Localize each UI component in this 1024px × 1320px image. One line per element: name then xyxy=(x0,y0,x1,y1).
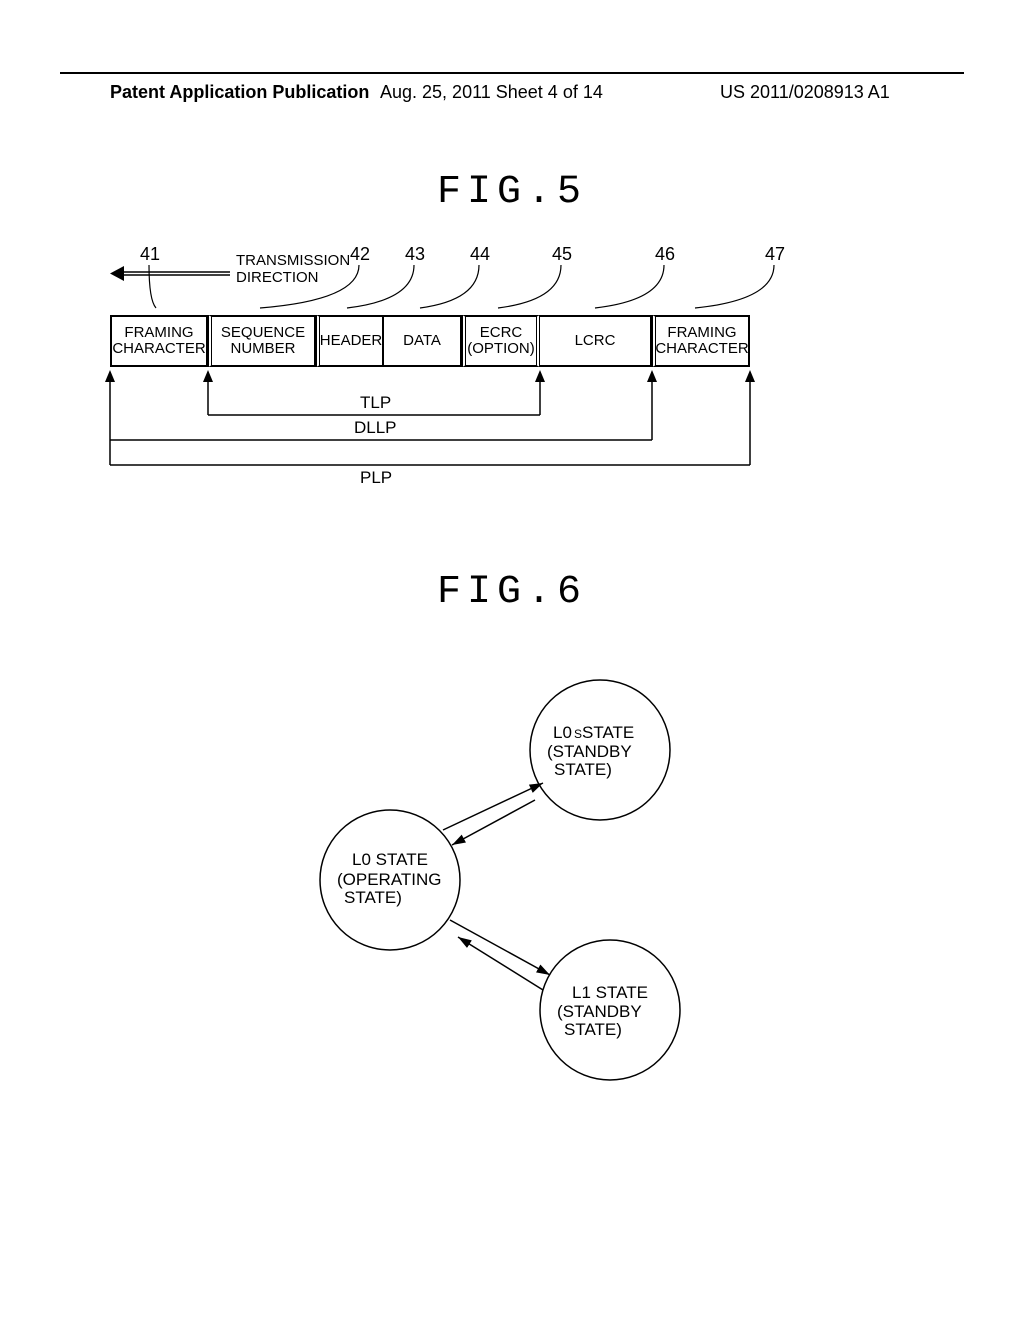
svg-text:STATE): STATE) xyxy=(564,1020,622,1039)
field-header: HEADER xyxy=(316,315,384,367)
svg-text:45: 45 xyxy=(552,244,572,264)
header-right: US 2011/0208913 A1 xyxy=(720,82,890,103)
svg-text:S: S xyxy=(574,727,582,741)
edge-l0-l1 xyxy=(450,920,550,975)
header-mid: Aug. 25, 2011 Sheet 4 of 14 xyxy=(380,82,603,103)
fig5-title: FIG.5 xyxy=(0,170,1024,215)
svg-text:(STANDBY: (STANDBY xyxy=(547,742,632,761)
header-rule xyxy=(60,72,964,74)
field-framing-1: FRAMINGCHARACTER xyxy=(110,315,208,367)
header-left: Patent Application Publication xyxy=(110,82,369,103)
svg-text:41: 41 xyxy=(140,244,160,264)
transmission-label-2: DIRECTION xyxy=(236,269,319,286)
bracket-tlp: TLP xyxy=(203,370,545,415)
svg-text:DLLP: DLLP xyxy=(354,418,397,437)
svg-text:STATE): STATE) xyxy=(554,760,612,779)
svg-text:TLP: TLP xyxy=(360,393,391,412)
svg-text:44: 44 xyxy=(470,244,490,264)
svg-text:STATE): STATE) xyxy=(344,888,402,907)
svg-text:43: 43 xyxy=(405,244,425,264)
svg-text:PLP: PLP xyxy=(360,468,392,487)
field-sequence: SEQUENCENUMBER xyxy=(208,315,316,367)
field-ecrc: ECRC(OPTION) xyxy=(462,315,540,367)
svg-text:42: 42 xyxy=(350,244,370,264)
svg-text:47: 47 xyxy=(765,244,785,264)
svg-text:(OPERATING: (OPERATING xyxy=(337,870,442,889)
svg-text:L0: L0 xyxy=(553,723,572,742)
svg-text:L1 STATE: L1 STATE xyxy=(572,983,648,1002)
fig6-title: FIG.6 xyxy=(0,570,1024,615)
fig5-diagram: TRANSMISSION DIRECTION 41 42 43 44 45 46… xyxy=(100,240,920,500)
field-framing-2: FRAMINGCHARACTER xyxy=(652,315,750,367)
fig6-diagram: L0 STATE (OPERATING STATE) L0 S STATE (S… xyxy=(260,650,780,1130)
svg-text:(STANDBY: (STANDBY xyxy=(557,1002,642,1021)
transmission-label-1: TRANSMISSION xyxy=(236,252,350,269)
page: Patent Application Publication Aug. 25, … xyxy=(0,0,1024,1320)
field-lcrc: LCRC xyxy=(540,315,652,367)
svg-text:STATE: STATE xyxy=(582,723,634,742)
bracket-plp: PLP xyxy=(110,370,755,487)
svg-text:L0 STATE: L0 STATE xyxy=(352,850,428,869)
field-data: DATA xyxy=(384,315,462,367)
packet-fields: FRAMINGCHARACTER SEQUENCENUMBER HEADER D… xyxy=(110,315,750,367)
svg-text:46: 46 xyxy=(655,244,675,264)
